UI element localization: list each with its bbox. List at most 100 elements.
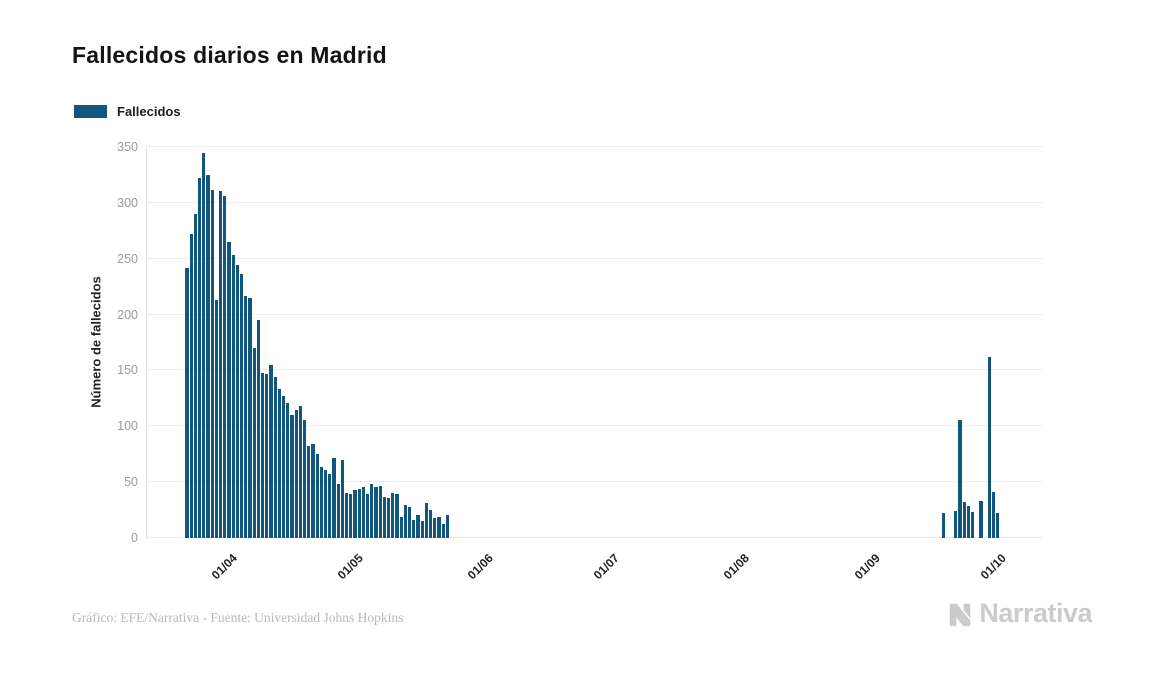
bar [256, 320, 260, 538]
bar-zero [609, 537, 613, 538]
bar-zero [744, 537, 748, 538]
bar-zero [655, 537, 660, 538]
bar [987, 357, 992, 538]
bar-zero [664, 537, 668, 538]
x-tick-label: 01/07 [590, 551, 622, 583]
bar [357, 488, 361, 538]
bar [349, 494, 353, 538]
bar-zero [920, 537, 924, 538]
bar [340, 459, 344, 538]
bar [420, 521, 424, 538]
bar [395, 494, 399, 538]
y-tick-label: 100 [117, 419, 138, 434]
bar [223, 196, 227, 538]
bar-zero [937, 537, 941, 538]
bar [387, 497, 391, 538]
bar-zero [866, 537, 870, 538]
bar-zero [916, 537, 920, 538]
bar [437, 516, 441, 538]
bar [260, 372, 265, 538]
bar [315, 454, 319, 538]
bar [189, 234, 193, 538]
gridline [147, 313, 1042, 315]
bar [239, 274, 244, 538]
bar [971, 512, 975, 538]
bar-zero [819, 537, 823, 538]
bar-zero [676, 537, 681, 538]
bar-zero [840, 537, 844, 538]
bar [231, 255, 235, 538]
bar-zero [576, 537, 580, 538]
bar [433, 517, 437, 538]
bar-zero [975, 537, 979, 538]
bar-zero [496, 537, 500, 538]
bar-zero [811, 537, 815, 538]
bar-zero [836, 537, 840, 538]
bar [370, 484, 374, 538]
bar-zero [702, 537, 706, 538]
bar-zero [853, 537, 857, 538]
bar-zero [1021, 537, 1025, 538]
legend: Fallecidos [74, 104, 181, 119]
y-tick-label: 150 [117, 363, 138, 378]
y-tick-label: 350 [117, 140, 138, 154]
bar-zero [508, 537, 513, 538]
brand-name: Narrativa [979, 598, 1092, 628]
bar [202, 152, 206, 538]
bar-zero [584, 537, 588, 538]
bar-zero [487, 537, 492, 538]
bar-zero [500, 537, 504, 538]
y-tick-label: 300 [117, 195, 138, 210]
bar-zero [450, 537, 454, 538]
bar [269, 364, 273, 538]
bar-zero [735, 537, 739, 538]
bar-zero [479, 537, 483, 538]
bar [332, 457, 336, 538]
bar-zero [807, 537, 811, 538]
bar-zero [983, 537, 987, 538]
bar-zero [882, 537, 887, 538]
bar-zero [580, 537, 584, 538]
bar-zero [760, 537, 765, 538]
bar-zero [513, 537, 517, 538]
bar-zero [618, 537, 622, 538]
bar-zero [1008, 537, 1013, 538]
bar [445, 514, 450, 538]
bar-zero [908, 537, 912, 538]
bar-zero [748, 537, 752, 538]
bar-zero [777, 537, 781, 538]
bar [403, 504, 407, 538]
y-tick-label: 50 [124, 475, 138, 490]
bar [290, 415, 294, 538]
gridline [147, 481, 1042, 483]
bar-zero [601, 537, 605, 538]
x-tick-label: 01/08 [721, 551, 753, 583]
bar-zero [731, 537, 735, 538]
y-tick-label: 200 [117, 307, 138, 322]
bar-zero [504, 537, 508, 538]
bar [244, 295, 248, 538]
bar [979, 501, 983, 538]
bar-zero [555, 537, 559, 538]
bar [248, 297, 252, 538]
bar [391, 493, 395, 538]
bar-zero [773, 537, 777, 538]
plot-area [146, 146, 1042, 538]
bar-zero [794, 537, 798, 538]
bar-zero [1025, 537, 1029, 538]
bar-zero [718, 537, 723, 538]
bar [996, 513, 1000, 538]
bar-zero [613, 537, 618, 538]
bar [328, 474, 332, 538]
bar-zero [899, 537, 903, 538]
bar-zero [1029, 537, 1034, 538]
bar [399, 516, 403, 538]
y-tick-label: 0 [131, 531, 138, 545]
bar [206, 174, 210, 538]
bar-zero [933, 537, 937, 538]
bar [962, 502, 966, 538]
bar-zero [891, 537, 895, 538]
bar-zero [475, 537, 479, 538]
bar-zero [525, 537, 529, 538]
bar-zero [563, 537, 567, 538]
